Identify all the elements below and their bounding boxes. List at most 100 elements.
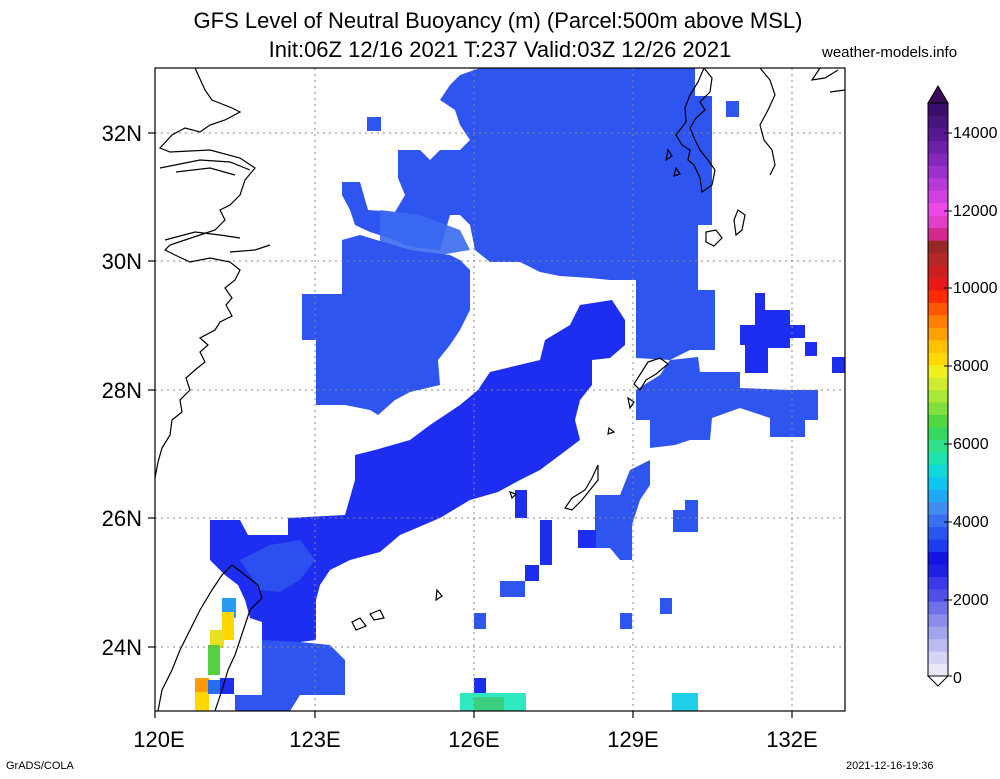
colorbar-label-4000: 4000 xyxy=(953,514,989,531)
lon-label-123e: 123E xyxy=(289,727,340,752)
colorbar-swatch xyxy=(928,314,948,328)
field-cell-south-2 xyxy=(474,697,504,711)
lon-label-120e: 120E xyxy=(133,727,184,752)
colorbar-swatch xyxy=(928,165,948,179)
field-cell-high-6 xyxy=(195,692,209,711)
colorbar-swatch xyxy=(928,264,948,278)
colorbar-swatches xyxy=(928,103,948,677)
colorbar-swatch xyxy=(928,190,948,204)
colorbar-swatch xyxy=(928,476,948,490)
colorbar-swatch xyxy=(928,414,948,428)
colorbar-swatch xyxy=(928,140,948,154)
colorbar-swatch xyxy=(928,638,948,652)
island-miyako xyxy=(435,588,443,602)
field-region-central xyxy=(210,300,625,690)
colorbar-swatch xyxy=(928,551,948,565)
colorbar-ticks xyxy=(944,132,952,677)
brand-label: weather-models.info xyxy=(822,44,958,61)
colorbar-swatch xyxy=(928,339,948,353)
field-cell-d xyxy=(540,520,552,565)
colorbar-swatch xyxy=(928,526,948,540)
island-ishigaki xyxy=(351,609,385,631)
field-cell-high-2 xyxy=(222,612,234,640)
island-tanegashima xyxy=(733,209,746,237)
colorbar-swatch xyxy=(928,377,948,391)
island-amami xyxy=(633,357,669,391)
colorbar-label-14000: 14000 xyxy=(953,125,998,142)
lat-label-30n: 30N xyxy=(102,249,142,274)
field-cell-high-3 xyxy=(210,630,224,648)
chart-title-line2: Init:06Z 12/16 2021 T:237 Valid:03Z 12/2… xyxy=(268,37,732,62)
colorbar-swatch xyxy=(928,215,948,229)
island-small-3 xyxy=(509,491,518,500)
colorbar-swatch xyxy=(928,240,948,254)
coast-yangtze-mouth xyxy=(159,159,251,176)
colorbar-swatch xyxy=(928,364,948,378)
field-cell-east-a xyxy=(805,342,817,356)
colorbar-swatch xyxy=(928,613,948,627)
colorbar-bottom-arrow xyxy=(926,675,950,687)
colorbar-label-10000: 10000 xyxy=(953,280,998,297)
lat-label-32n: 32N xyxy=(102,121,142,146)
colorbar-frame xyxy=(927,102,949,677)
coast-taiwan xyxy=(157,564,263,711)
island-yakushima xyxy=(705,229,723,247)
field-cell-south-4 xyxy=(672,693,698,711)
coast-east-extra xyxy=(810,68,845,93)
lat-label-26n: 26N xyxy=(102,506,142,531)
colorbar-swatch xyxy=(928,651,948,665)
colorbar-swatch xyxy=(928,576,948,590)
colorbar-swatch xyxy=(928,538,948,553)
colorbar-swatch xyxy=(928,289,948,303)
field-cell-high-7 xyxy=(208,680,220,694)
field-cell-high-8 xyxy=(220,678,234,694)
field-region-north-light xyxy=(380,210,470,260)
colorbar-swatch xyxy=(928,177,948,191)
field-cell-b xyxy=(726,101,739,117)
colorbar-swatch xyxy=(928,202,948,216)
lat-label-24n: 24N xyxy=(102,635,142,660)
colorbar-swatch xyxy=(928,464,948,478)
field-region-north xyxy=(342,68,715,360)
field-region-west xyxy=(302,235,470,415)
coast-china-east xyxy=(155,68,256,479)
colorbar-swatch xyxy=(928,115,948,129)
colorbar-swatch xyxy=(928,451,948,465)
field-cell-a xyxy=(367,117,381,131)
colorbar-swatch xyxy=(928,626,948,640)
coast-hangzhou-bay xyxy=(164,231,271,253)
field-cell-h xyxy=(474,613,486,629)
footer-timestamp: 2021-12-16-19:36 xyxy=(846,760,934,772)
colorbar-swatch xyxy=(928,352,948,366)
axis-ticks xyxy=(148,132,793,718)
island-kyushu-west xyxy=(665,148,681,177)
island-small-2 xyxy=(607,426,616,435)
field-region-south-west xyxy=(235,640,345,711)
field-cell-g xyxy=(515,490,527,518)
field-cell-f xyxy=(500,581,525,597)
map-grid xyxy=(155,68,845,711)
colorbar-swatch xyxy=(928,426,948,440)
field-cell-far-east xyxy=(832,357,845,373)
field-cell-e xyxy=(525,565,539,581)
colorbar-swatch xyxy=(928,514,948,528)
field-region-scatter-2 xyxy=(673,500,698,532)
island-okinawa xyxy=(564,464,599,511)
chart-title-line1: GFS Level of Neutral Buoyancy (m) (Parce… xyxy=(193,8,803,33)
colorbar-swatch xyxy=(928,489,948,503)
field-cell-south-3 xyxy=(474,678,486,693)
colorbar-swatch xyxy=(928,501,948,515)
field-cell-j xyxy=(660,598,672,614)
lon-label-132e: 132E xyxy=(766,727,817,752)
field-region-east-islands xyxy=(740,293,805,373)
colorbar-top-arrow xyxy=(927,85,949,104)
colorbar-swatch xyxy=(928,601,948,615)
colorbar-swatch xyxy=(928,588,948,602)
colorbar-label-8000: 8000 xyxy=(953,358,989,375)
footer-software-label: GrADS/COLA xyxy=(6,760,74,772)
colorbar-swatch xyxy=(928,302,948,316)
coast-kyushu xyxy=(675,68,716,194)
colorbar-swatch xyxy=(928,227,948,241)
field-region-central-light xyxy=(240,540,315,592)
